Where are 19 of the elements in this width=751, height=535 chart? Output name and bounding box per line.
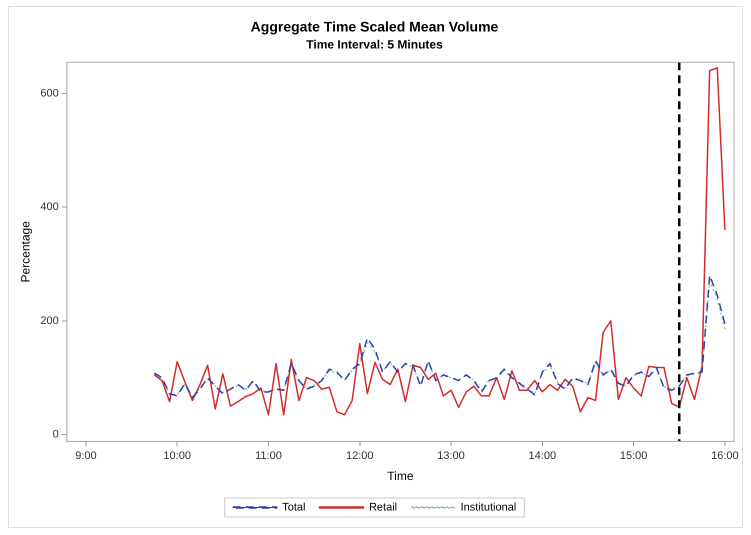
y-axis-title: Percentage	[18, 220, 33, 282]
x-tick-label: 12:00	[346, 450, 374, 462]
y-tick-label: 200	[40, 314, 59, 327]
x-tick-label: 13:00	[437, 450, 465, 462]
x-tick-label: 10:00	[163, 450, 191, 462]
legend-label: Institutional	[460, 502, 516, 514]
x-axis-title: Time	[387, 469, 414, 484]
legend-label: Retail	[368, 502, 398, 514]
chart-subtitle: Time Interval: 5 Minutes	[306, 37, 444, 52]
legend-label: Total	[282, 502, 306, 514]
y-tick-label: 0	[52, 428, 59, 441]
x-tick-label: 14:00	[528, 450, 556, 462]
chart-title: Aggregate Time Scaled Mean Volume	[250, 18, 499, 34]
x-tick-label: 9:00	[75, 450, 97, 462]
x-tick-label: 15:00	[620, 450, 648, 462]
y-tick-label: 400	[40, 201, 59, 214]
x-tick-label: 11:00	[255, 450, 282, 462]
x-tick-label: 16:00	[711, 450, 739, 462]
y-tick-label: 600	[40, 88, 59, 100]
